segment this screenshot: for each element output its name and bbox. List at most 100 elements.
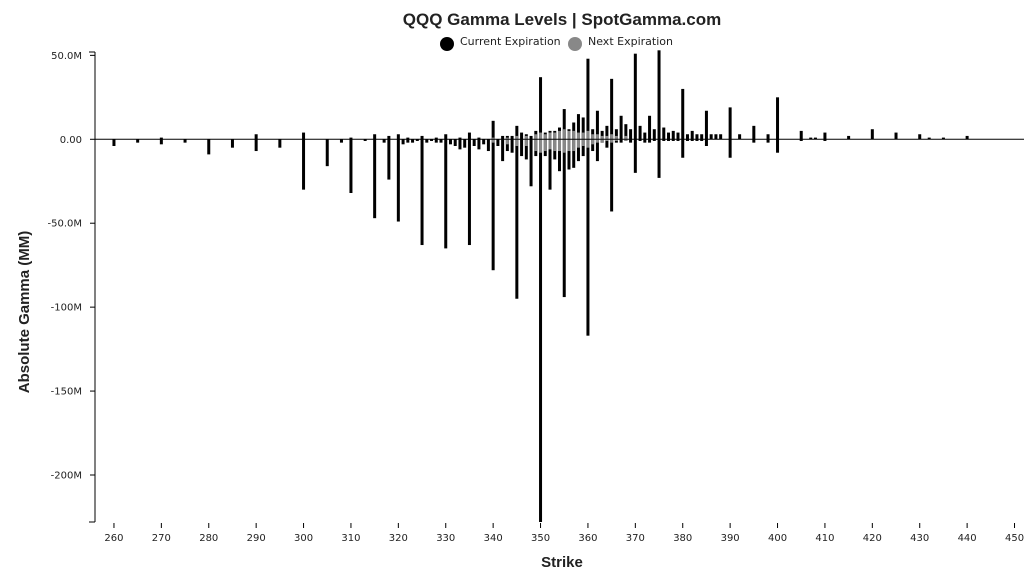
bar-call-current-382 bbox=[690, 130, 694, 140]
bar-call-current-410 bbox=[823, 132, 827, 140]
bar-call-current-395 bbox=[752, 125, 756, 140]
x-tick-label: 370 bbox=[626, 533, 645, 544]
y-tick-label: -100M bbox=[51, 303, 82, 314]
bar-put-next-363 bbox=[600, 139, 604, 143]
bar-call-current-366 bbox=[614, 129, 618, 140]
bar-call-current-380 bbox=[681, 88, 685, 140]
bar-call-current-420 bbox=[870, 129, 874, 140]
bar-call-current-315 bbox=[373, 134, 377, 140]
bar-call-next-363 bbox=[600, 135, 604, 140]
bar-put-next-350 bbox=[539, 139, 543, 153]
bar-put-current-354 bbox=[558, 139, 561, 172]
bar-put-current-300 bbox=[302, 139, 306, 190]
bar-put-current-333 bbox=[458, 139, 462, 150]
bar-call-current-392 bbox=[738, 134, 742, 140]
bar-call-current-365 bbox=[610, 78, 614, 140]
bar-call-next-358 bbox=[576, 132, 580, 140]
bar-put-next-340 bbox=[491, 139, 495, 143]
bar-call-current-384 bbox=[700, 134, 704, 140]
bar-put-next-343 bbox=[505, 139, 509, 145]
bar-put-current-355 bbox=[562, 139, 566, 298]
bar-call-current-360 bbox=[586, 58, 590, 140]
bar-call-next-360 bbox=[586, 130, 590, 140]
x-tick-label: 260 bbox=[104, 533, 123, 544]
bar-put-next-359 bbox=[581, 139, 585, 146]
bar-put-current-332 bbox=[453, 139, 457, 146]
bar-put-current-343 bbox=[505, 139, 509, 152]
bar-put-current-341 bbox=[496, 139, 500, 146]
bar-put-next-358 bbox=[576, 139, 580, 148]
bar-put-current-378 bbox=[671, 139, 675, 141]
bar-put-current-356 bbox=[567, 139, 571, 170]
bar-put-next-366 bbox=[614, 139, 618, 141]
bar-call-current-370 bbox=[633, 53, 637, 140]
bar-put-current-376 bbox=[662, 139, 666, 141]
bar-call-current-415 bbox=[847, 135, 851, 140]
x-tick-label: 450 bbox=[1005, 533, 1024, 544]
bar-call-current-342 bbox=[501, 135, 505, 140]
bar-call-current-328 bbox=[434, 137, 438, 140]
bar-call-next-347 bbox=[524, 135, 528, 140]
bar-put-current-357 bbox=[572, 139, 576, 168]
x-tick-label: 280 bbox=[199, 533, 218, 544]
bar-call-current-379 bbox=[676, 132, 680, 140]
bar-put-current-358 bbox=[576, 139, 580, 162]
bar-put-current-380 bbox=[681, 139, 685, 158]
bar-call-next-362 bbox=[595, 134, 599, 140]
bar-put-current-340 bbox=[491, 139, 495, 271]
y-tick-label: 0.00 bbox=[60, 135, 82, 146]
bar-put-current-338 bbox=[482, 139, 486, 145]
bar-call-current-270 bbox=[159, 137, 163, 140]
bar-put-next-353 bbox=[553, 139, 557, 152]
x-tick-label: 390 bbox=[721, 533, 740, 544]
bar-put-next-365 bbox=[610, 139, 614, 143]
bar-put-current-342 bbox=[501, 139, 505, 162]
bar-put-current-260 bbox=[112, 139, 116, 146]
bar-put-current-347 bbox=[524, 139, 528, 160]
bar-call-current-387 bbox=[714, 134, 718, 140]
bar-put-current-335 bbox=[467, 139, 471, 246]
chart-title: QQQ Gamma Levels | SpotGamma.com bbox=[403, 10, 721, 29]
bar-call-current-374 bbox=[652, 129, 656, 140]
bar-put-current-348 bbox=[529, 139, 533, 187]
bar-put-current-328 bbox=[434, 139, 438, 143]
bar-call-current-369 bbox=[629, 129, 633, 140]
bar-put-current-305 bbox=[325, 139, 329, 167]
legend-marker-current bbox=[440, 37, 454, 51]
bar-put-current-373 bbox=[648, 139, 652, 143]
bar-put-next-364 bbox=[605, 139, 609, 141]
bar-put-next-361 bbox=[591, 139, 595, 145]
bar-put-current-323 bbox=[411, 139, 415, 143]
y-axis-label: Absolute Gamma (MM) bbox=[16, 231, 33, 394]
bar-call-current-425 bbox=[894, 132, 898, 140]
bar-put-current-345 bbox=[515, 139, 519, 299]
bar-put-current-322 bbox=[406, 139, 410, 143]
bar-call-current-375 bbox=[657, 50, 661, 140]
bar-call-current-363 bbox=[600, 130, 604, 140]
bar-call-next-351 bbox=[543, 134, 547, 140]
bar-call-next-359 bbox=[581, 132, 585, 140]
x-tick-label: 360 bbox=[578, 533, 597, 544]
bar-put-current-320 bbox=[396, 139, 400, 222]
bar-call-current-322 bbox=[406, 137, 410, 140]
bar-call-current-372 bbox=[643, 132, 647, 140]
legend-marker-next bbox=[568, 37, 582, 51]
bar-put-current-265 bbox=[136, 139, 140, 143]
bar-call-current-398 bbox=[766, 134, 770, 140]
bar-call-current-355 bbox=[562, 109, 566, 140]
bar-put-current-336 bbox=[472, 139, 476, 146]
bar-call-next-345 bbox=[515, 135, 519, 140]
bar-call-current-320 bbox=[396, 134, 400, 140]
bar-put-current-329 bbox=[439, 139, 443, 143]
bar-put-current-398 bbox=[766, 139, 770, 143]
bar-call-current-377 bbox=[667, 132, 671, 140]
bar-call-next-352 bbox=[548, 132, 552, 140]
bar-put-current-410 bbox=[823, 139, 827, 141]
bar-call-current-376 bbox=[662, 127, 666, 140]
bar-call-next-366 bbox=[614, 135, 618, 140]
bar-call-current-432 bbox=[927, 137, 931, 140]
x-tick-label: 270 bbox=[152, 533, 171, 544]
bar-put-current-379 bbox=[676, 139, 680, 141]
legend: Current Expiration Next Expiration bbox=[440, 35, 673, 51]
